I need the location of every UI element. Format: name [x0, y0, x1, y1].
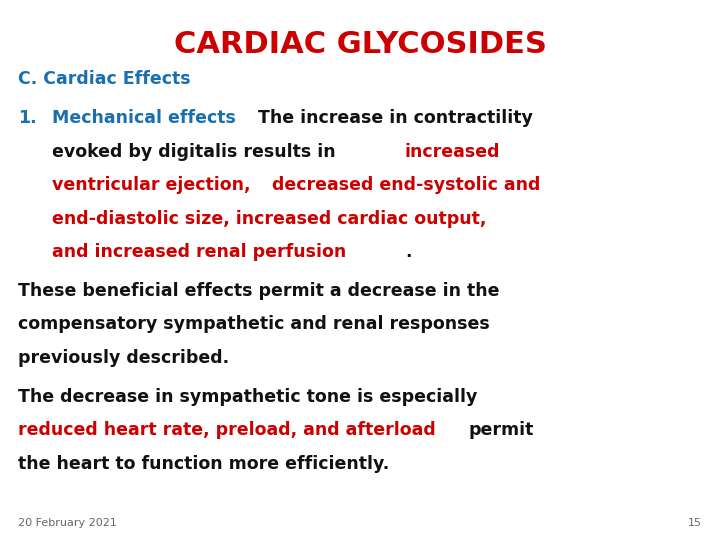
Text: The increase in contractility: The increase in contractility [258, 109, 533, 127]
Text: The decrease in sympathetic tone is especially: The decrease in sympathetic tone is espe… [18, 388, 477, 406]
Text: the heart to function more efficiently.: the heart to function more efficiently. [18, 455, 390, 472]
Text: and increased renal perfusion: and increased renal perfusion [52, 243, 346, 261]
Text: permit: permit [468, 421, 534, 439]
Text: Mechanical effects: Mechanical effects [52, 109, 235, 127]
Text: 15: 15 [688, 518, 702, 528]
Text: 1.: 1. [18, 109, 37, 127]
Text: CARDIAC GLYCOSIDES: CARDIAC GLYCOSIDES [174, 30, 546, 59]
Text: previously described.: previously described. [18, 349, 229, 367]
Text: evoked by digitalis results in: evoked by digitalis results in [52, 143, 336, 160]
Text: 20 February 2021: 20 February 2021 [18, 518, 117, 528]
Text: increased: increased [405, 143, 500, 160]
Text: compensatory sympathetic and renal responses: compensatory sympathetic and renal respo… [18, 315, 490, 333]
Text: ventricular ejection,: ventricular ejection, [52, 176, 251, 194]
Text: end-diastolic size, increased cardiac output,: end-diastolic size, increased cardiac ou… [52, 210, 486, 227]
Text: decreased end-systolic and: decreased end-systolic and [272, 176, 541, 194]
Text: These beneficial effects permit a decrease in the: These beneficial effects permit a decrea… [18, 282, 500, 300]
Text: reduced heart rate, preload, and afterload: reduced heart rate, preload, and afterlo… [18, 421, 436, 439]
Text: .: . [405, 243, 412, 261]
Text: C. Cardiac Effects: C. Cardiac Effects [18, 70, 191, 88]
